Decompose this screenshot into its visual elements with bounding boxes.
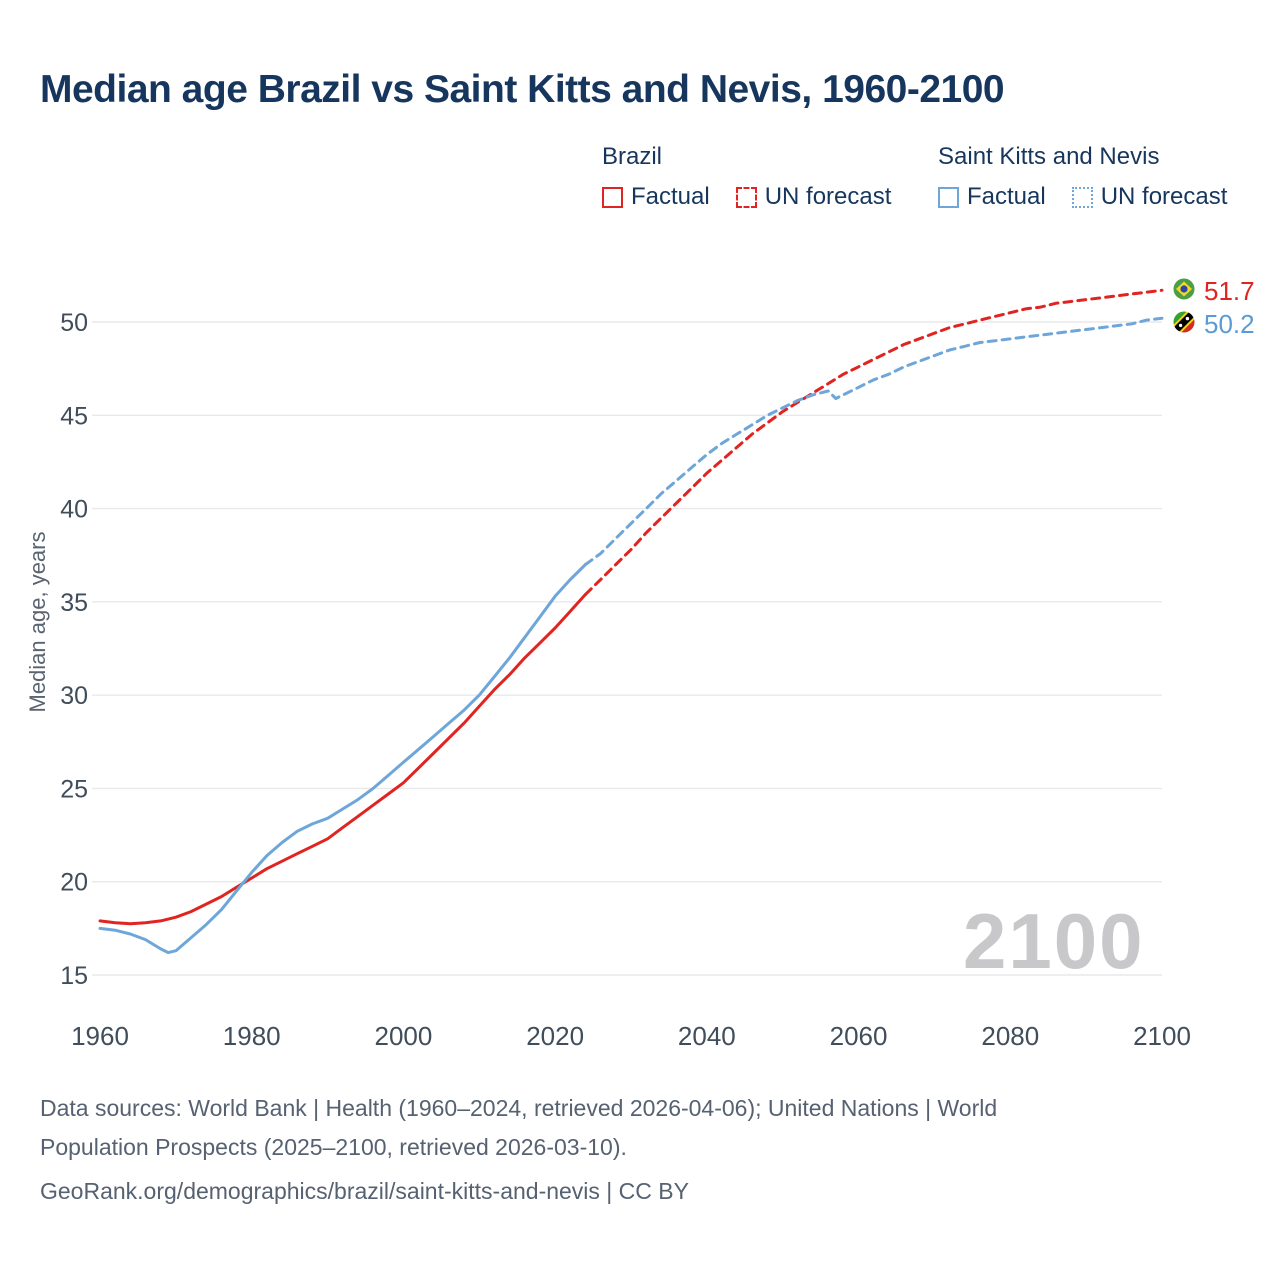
legend-items-saint-kitts: Factual UN forecast bbox=[938, 183, 1227, 211]
chart-plot: 15 20 25 30 35 40 45 50 1960 1980 2000 2020 2040 2060… bbox=[60, 288, 1191, 1051]
legend-items-brazil: Factual UN forecast bbox=[602, 183, 891, 211]
x-tick-label: 1980 bbox=[223, 1021, 281, 1051]
x-tick-label: 2080 bbox=[981, 1021, 1039, 1051]
x-tick-label: 2040 bbox=[678, 1021, 736, 1051]
x-tick-label: 1960 bbox=[71, 1021, 129, 1051]
saint-kitts-forecast-swatch-icon bbox=[1071, 186, 1093, 208]
x-tick-label: 2100 bbox=[1133, 1021, 1191, 1051]
watermark-year: 2100 bbox=[963, 897, 1145, 985]
legend-label-brazil-forecast: UN forecast bbox=[764, 183, 892, 210]
legend-item-saint-kitts-factual: Factual bbox=[938, 183, 1046, 211]
y-tick-label: 15 bbox=[60, 962, 88, 990]
series-line-saint-kitts-and-nevis-factual bbox=[98, 563, 587, 955]
brazil-end-value: 51.7 bbox=[1204, 276, 1255, 306]
y-tick-label: 20 bbox=[60, 869, 88, 897]
series-line-brazil-factual bbox=[98, 592, 587, 926]
legend-group-brazil: Brazil Factual UN forecast bbox=[602, 143, 891, 211]
page-title: Median age Brazil vs Saint Kitts and Nev… bbox=[40, 68, 1005, 111]
y-tick-label: 35 bbox=[60, 589, 88, 617]
legend-item-brazil-factual: Factual bbox=[602, 183, 710, 211]
legend-label-saint-kitts-forecast: UN forecast bbox=[1100, 183, 1228, 210]
y-tick-label: 45 bbox=[60, 402, 88, 430]
legend-group-saint-kitts: Saint Kitts and Nevis Factual UN forecas… bbox=[938, 143, 1227, 211]
y-tick-label: 50 bbox=[60, 309, 88, 337]
x-tick-label: 2060 bbox=[830, 1021, 888, 1051]
legend-group-title-brazil: Brazil bbox=[602, 143, 663, 170]
saint-kitts-flag-icon bbox=[1172, 310, 1196, 334]
x-tick-label: 2000 bbox=[375, 1021, 433, 1051]
legend-item-saint-kitts-forecast: UN forecast bbox=[1071, 183, 1228, 211]
legend-group-title-saint-kitts: Saint Kitts and Nevis bbox=[938, 143, 1160, 170]
legend-label-saint-kitts-factual: Factual bbox=[967, 183, 1046, 210]
footer: Data sources: World Bank | Health (1960–… bbox=[40, 1089, 1180, 1211]
brazil-flag-icon bbox=[1172, 277, 1196, 301]
saint-kitts-end-value: 50.2 bbox=[1204, 309, 1255, 339]
y-tick-label: 25 bbox=[60, 775, 88, 803]
y-tick-label: 30 bbox=[60, 682, 88, 710]
footer-sources-line1: Data sources: World Bank | Health (1960–… bbox=[40, 1095, 998, 1121]
x-tick-label: 2020 bbox=[526, 1021, 584, 1051]
brazil-forecast-swatch-icon bbox=[735, 186, 757, 208]
legend-label-brazil-factual: Factual bbox=[631, 183, 710, 210]
legend-item-brazil-forecast: UN forecast bbox=[735, 183, 892, 211]
saint-kitts-factual-swatch-icon bbox=[938, 186, 959, 208]
series-line-brazil-un-forecast bbox=[584, 288, 1164, 596]
footer-attribution: GeoRank.org/demographics/brazil/saint-ki… bbox=[40, 1178, 689, 1204]
brazil-factual-swatch-icon bbox=[602, 186, 623, 208]
y-tick-label: 40 bbox=[60, 496, 88, 524]
series-line-saint-kitts-and-nevis-un-forecast bbox=[584, 316, 1164, 566]
footer-sources-line2: Population Prospects (2025–2100, retriev… bbox=[40, 1134, 627, 1160]
